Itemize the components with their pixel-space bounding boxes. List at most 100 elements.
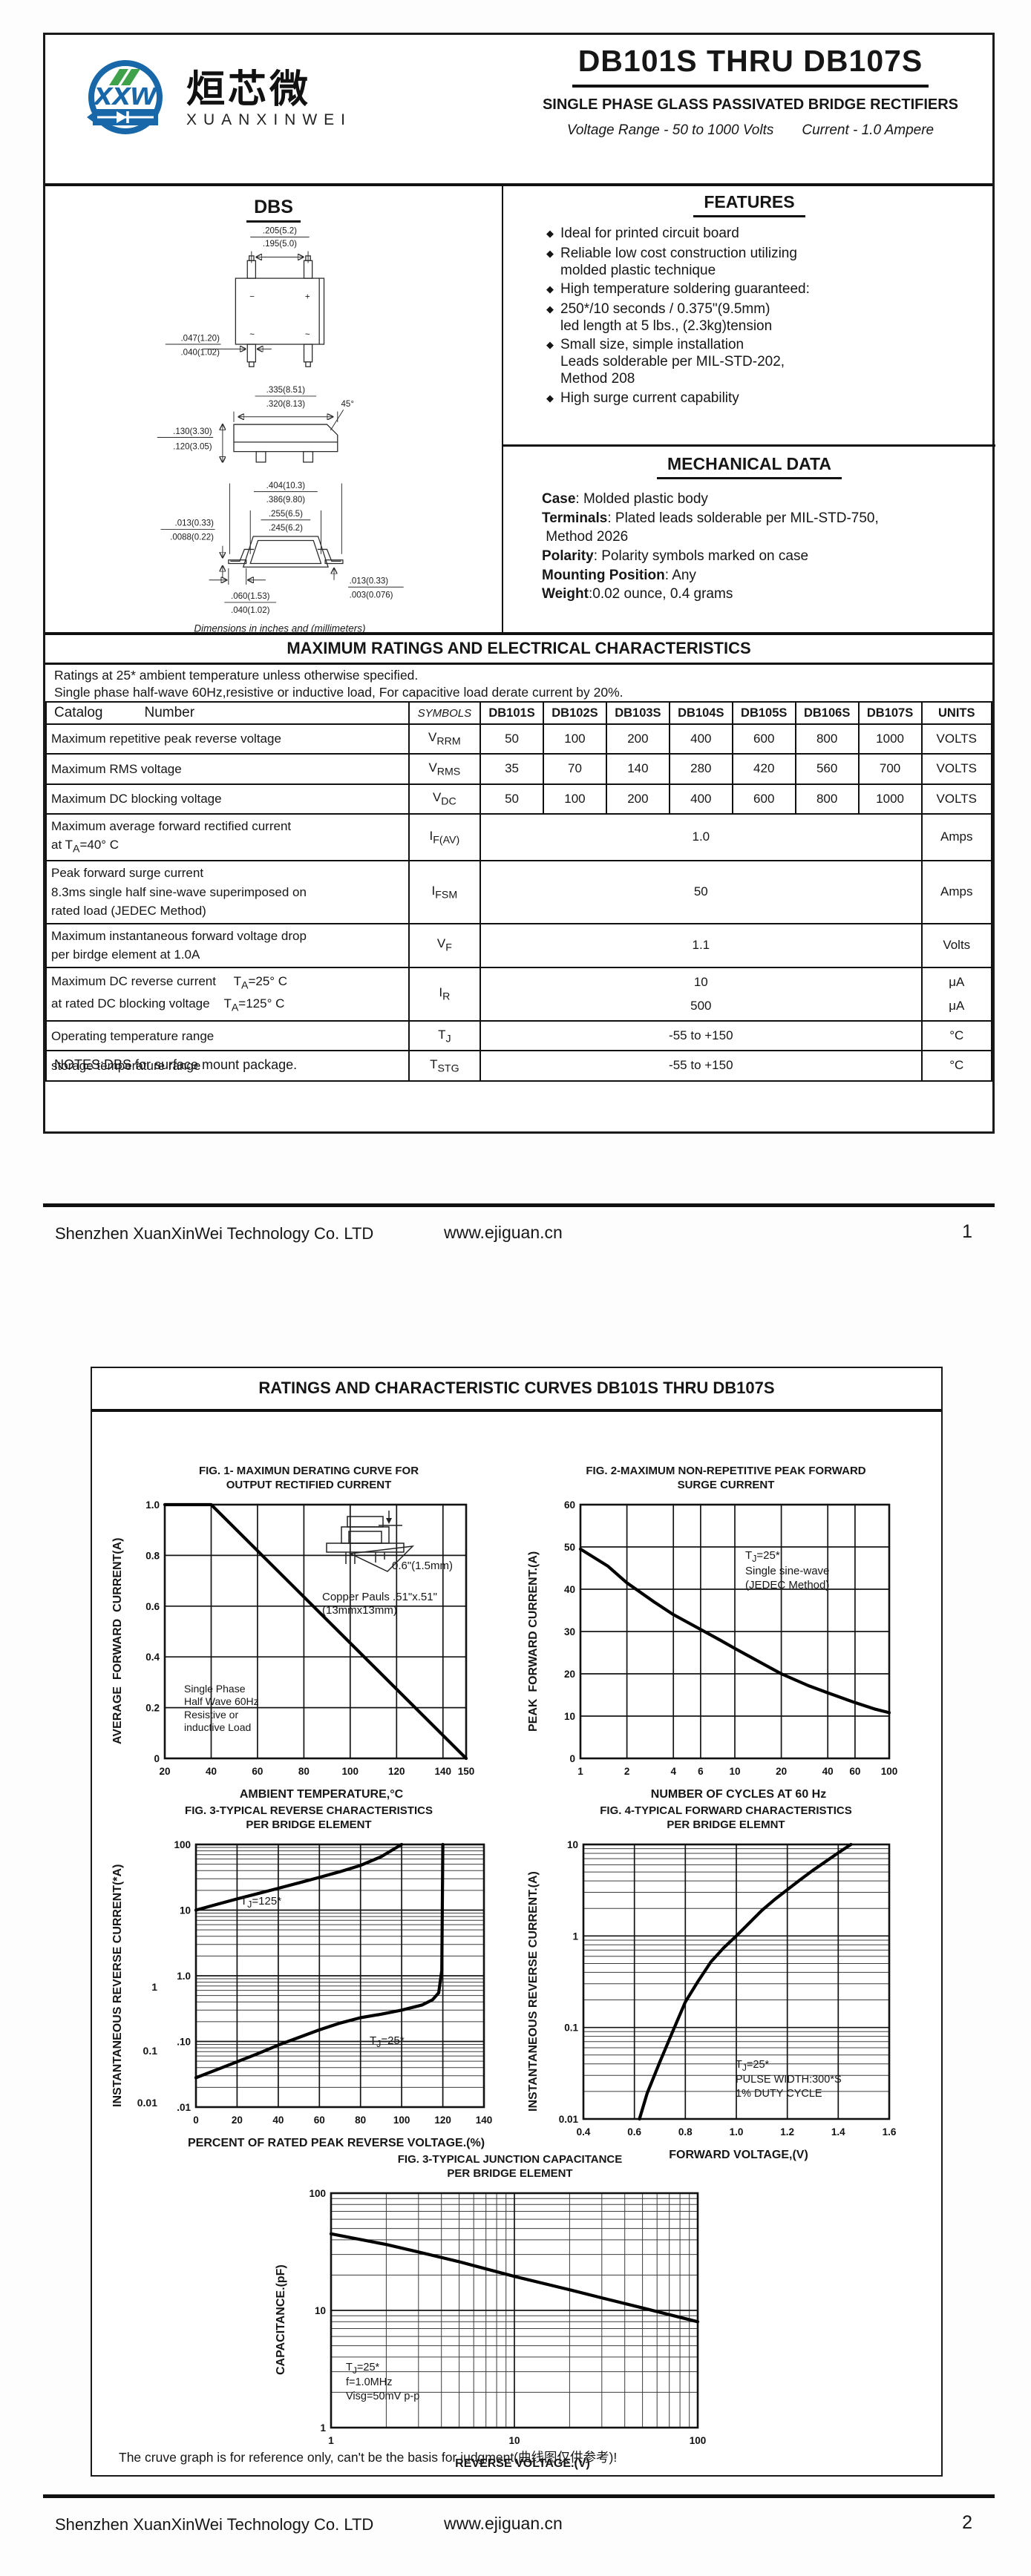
value-cell: 1.1 [480, 922, 923, 968]
svg-text:4: 4 [670, 1766, 676, 1777]
feature-item: ◆ Reliable low cost construction utilizin… [546, 245, 995, 279]
value-cell: 800 [794, 723, 860, 755]
notes-text: NOTES:DBS for surface mount package. [45, 1050, 992, 1130]
svg-text:80: 80 [298, 1766, 310, 1777]
svg-text:50: 50 [564, 1542, 575, 1553]
figure-3-plot: 0 20 40 60 80 100 120 140 100 10 1.0 .10 .01 TJ=125*… [160, 1836, 496, 2135]
svg-text:0.2: 0.2 [145, 1702, 160, 1713]
model-column-header: DB102S [543, 701, 607, 725]
footer-company: Shenzhen XuanXinWei Technology Co. LTD [55, 2515, 374, 2534]
svg-text:1.6: 1.6 [883, 2126, 897, 2138]
svg-text:100: 100 [309, 2188, 326, 2199]
figure-3-tj25-label: TJ=25* [370, 2034, 405, 2049]
svg-text:0.1: 0.1 [564, 2022, 578, 2033]
parameter-label: Peak forward surge current 8.3ms single h… [45, 860, 410, 924]
package-drawing-panel: DBS .205(5.2) .195(5.0) − [45, 186, 502, 634]
svg-text:.10: .10 [177, 2036, 191, 2047]
diamond-bullet-icon: ◆ [546, 228, 554, 239]
right-column: FEATURES ◆ Ideal for printed circuit boar… [503, 186, 995, 632]
svg-text:60: 60 [849, 1766, 860, 1777]
table-row: Peak forward surge current 8.3ms single h… [45, 860, 993, 924]
svg-text:.040(1.02): .040(1.02) [231, 606, 270, 615]
svg-text:~: ~ [249, 331, 255, 340]
value-cell: 560 [794, 753, 860, 785]
mechanical-data-line: Mounting Position: Any [542, 567, 696, 583]
svg-text:100: 100 [342, 1766, 359, 1777]
parameter-label: Maximum DC blocking voltage [45, 783, 410, 815]
value-cell: 600 [731, 723, 796, 755]
table-row: Maximum repetitive peak reverse voltage V… [45, 723, 993, 755]
svg-text:6: 6 [698, 1766, 704, 1777]
tj-25 [194, 1842, 445, 2079]
svg-text:20: 20 [159, 1766, 170, 1777]
svg-text:.130(3.30): .130(3.30) [173, 427, 212, 436]
svg-text:120: 120 [434, 2115, 451, 2126]
svg-text:.404(10.3): .404(10.3) [266, 482, 305, 490]
logo-latin-name: XUANXINWEI [186, 111, 353, 129]
svg-text:.013(0.33): .013(0.33) [174, 519, 214, 528]
figure-4-condition-note: TJ=25* PULSE WIDTH:300*S 1% DUTY CYCLE [736, 2058, 842, 2100]
mechanical-data-heading: MECHANICAL DATA [656, 454, 842, 479]
table-row: Maximum RMS voltage VRMS 35 70 140 280 420 560 7… [45, 753, 993, 785]
outer-tick: 0.01 [137, 2096, 157, 2109]
model-column-header: DB105S [731, 701, 796, 725]
symbol-cell: TJ [408, 1020, 482, 1052]
symbol-cell: VDC [408, 783, 482, 815]
figure-3-outer-tick-labels: 1 0.1 0.01 [131, 1836, 160, 2135]
vf-curve [638, 1842, 853, 2120]
model-column-header: DB101S [480, 701, 544, 725]
curves-heading: RATINGS AND CHARACTERISTIC CURVES DB101S… [92, 1368, 941, 1412]
symbol-cell: VRMS [408, 753, 482, 785]
feature-item: ◆ 250*/10 seconds / 0.375"(9.5mm) led len… [546, 300, 995, 335]
condition-line-1: Ratings at 25* ambient temperature unles… [54, 668, 419, 683]
package-outline-drawing: .205(5.2) .195(5.0) − + ~ ~ .047(1.20) [157, 227, 404, 634]
value-cell: 1.0 [480, 812, 923, 862]
value-cell: 1000 [857, 783, 923, 815]
value-cell: 420 [731, 753, 796, 785]
catalog-number-header: Catalog Number [45, 701, 410, 725]
value-cell: 700 [857, 753, 923, 785]
figure-4-title: FIG. 4-TYPICAL FORWARD CHARACTERISTICS P… [600, 1804, 852, 1831]
svg-text:0.4: 0.4 [145, 1652, 160, 1663]
unit-cell: Amps [920, 812, 993, 862]
feature-text: Small size, simple installation Leads so… [560, 337, 785, 387]
value-cell: 280 [668, 753, 733, 785]
diamond-bullet-icon: ◆ [546, 247, 554, 259]
pcb-mount-inset-icon [326, 1510, 415, 1572]
value-cell: 50 [480, 783, 544, 815]
footer-page-number: 2 [962, 2512, 972, 2533]
svg-text:0: 0 [569, 1753, 575, 1764]
diamond-bullet-icon: ◆ [546, 303, 554, 315]
ratings-summary: Voltage Range - 50 to 1000 Volts Current … [520, 122, 981, 139]
logo-chinese-name: 烜芯微 [186, 68, 312, 111]
svg-text:40: 40 [564, 1584, 575, 1595]
header: xxw 烜芯微 XUANXINWEI DB101S THRU DB107S SI… [45, 35, 992, 183]
column-divider [502, 186, 503, 632]
mechanical-data-line: Polarity: Polarity symbols marked on cas… [542, 548, 809, 564]
figure-5-chart: 1 10 100 100 10 1 [309, 2188, 707, 2446]
parameter-label: Maximum instantaneous forward voltage dr… [45, 922, 410, 968]
ratings-table: Catalog Number SYMBOLS DB101S DB102S DB103S DB… [45, 701, 993, 1082]
feature-text: High temperature soldering guaranteed: [560, 281, 810, 298]
page-1: xxw 烜芯微 XUANXINWEI DB101S THRU DB107S SI… [43, 33, 995, 1134]
svg-text:40: 40 [272, 2115, 284, 2126]
company-logo: xxw 烜芯微 XUANXINWEI [81, 56, 352, 143]
figure-5: FIG. 3-TYPICAL JUNCTION CAPACITANCE PER … [269, 2153, 751, 2471]
footer-website: www.ejiguan.cn [444, 2514, 563, 2533]
svg-text:40: 40 [822, 1766, 834, 1777]
figure-1: FIG. 1- MAXIMUN DERATING CURVE FOR OUTPU… [105, 1465, 512, 1801]
svg-text:1: 1 [320, 2422, 326, 2434]
value-cell: 35 [480, 753, 544, 785]
header-divider [45, 183, 992, 186]
feature-text: Reliable low cost construction utilizing… [560, 245, 797, 278]
mechanical-data-line: Terminals: Plated leads solderable per M… [542, 510, 879, 526]
symbol-cell: VF [408, 922, 482, 968]
unit-cell: μA μA [920, 966, 993, 1022]
unit-cell: Volts [920, 922, 993, 968]
symbol-cell: IR [408, 966, 482, 1022]
table-row: Maximum average forward rectified curren… [45, 812, 993, 862]
svg-text:1.0: 1.0 [145, 1499, 160, 1511]
value-cell: 70 [543, 753, 607, 785]
parameter-label: storage temperature range [45, 1050, 410, 1082]
svg-text:100: 100 [690, 2435, 707, 2446]
